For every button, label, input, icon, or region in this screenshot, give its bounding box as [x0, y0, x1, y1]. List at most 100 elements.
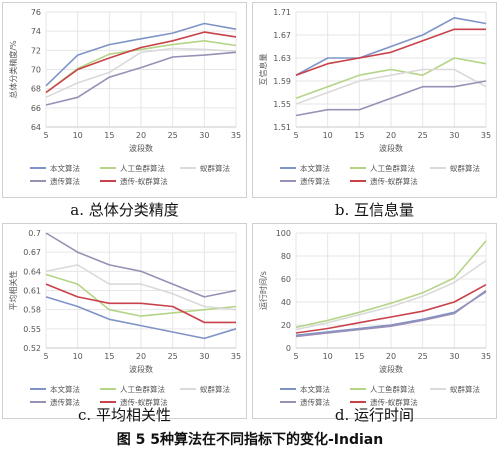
x-tick-label: 15: [104, 352, 114, 361]
y-tick-label: 0.61: [23, 287, 41, 296]
y-tick-label: 74: [31, 27, 41, 36]
y-tick-label: 0.58: [23, 306, 41, 315]
y-tick-label: 1.71: [273, 8, 291, 17]
series-line: [295, 17, 487, 76]
chart-svg: 64 66 68 70 72 74 76 5 10 15 20 25 30 35 总体分类精度/% 波段数本文…: [2, 2, 247, 198]
legend-label: 蚁群算法: [200, 163, 230, 173]
y-tick-label: 0: [286, 344, 291, 353]
chart-panel-a: 64 66 68 70 72 74 76 5 10 15 20 25 30 35 总体分类精度/% 波段数 本文…: [2, 2, 247, 198]
series-line: [295, 68, 487, 105]
y-axis-label: 互信息量: [258, 54, 268, 86]
series-line: [45, 296, 237, 340]
y-tick-label: 0.55: [23, 325, 41, 334]
chart-frame: [2, 2, 247, 198]
series-line: [45, 264, 237, 311]
x-tick-label: 10: [323, 131, 333, 140]
y-tick-label: 1.59: [273, 77, 291, 86]
chart-panel-c: 0.52 0.55 0.58 0.61 0.64 0.67 0.7 5 10 15 20 25 30 35…: [2, 223, 247, 419]
legend-label: 遗传算法: [50, 176, 80, 186]
series-line: [45, 31, 237, 94]
caption-d: d. 运行时间: [334, 406, 415, 424]
legend-label: 人工鱼群算法: [370, 163, 415, 173]
y-tick-label: 100: [276, 229, 291, 238]
y-tick-label: 60: [281, 275, 291, 284]
series-line: [295, 28, 486, 76]
y-tick-label: 1.63: [273, 54, 291, 63]
x-tick-label: 15: [104, 131, 114, 140]
y-axis-label: 运行时间/s: [258, 271, 268, 310]
series-line: [45, 22, 237, 87]
y-tick-label: 1.67: [273, 31, 291, 40]
x-tick-label: 5: [293, 352, 298, 361]
series-line: [295, 80, 487, 117]
x-tick-label: 10: [323, 352, 333, 361]
y-axis-label: 总体分类精度/%: [8, 40, 18, 99]
y-tick-label: 40: [281, 298, 291, 307]
legend-label: 蚁群算法: [450, 163, 480, 173]
series-line: [45, 39, 237, 94]
legend-label: 本文算法: [50, 163, 80, 173]
x-tick-label: 10: [73, 131, 83, 140]
x-tick-label: 30: [199, 352, 209, 361]
legend-label: 遗传-蚁群算法: [120, 397, 168, 407]
x-tick-label: 30: [449, 131, 459, 140]
y-tick-label: 0.64: [23, 267, 41, 276]
x-axis-label: 波段数: [129, 364, 153, 374]
x-tick-label: 5: [43, 131, 48, 140]
series-line: [45, 283, 236, 324]
y-tick-label: 0.7: [28, 229, 41, 238]
series-line: [45, 47, 237, 99]
x-tick-label: 5: [43, 352, 48, 361]
x-tick-label: 25: [418, 131, 428, 140]
y-tick-label: 80: [281, 252, 291, 261]
legend-label: 遗传算法: [50, 397, 80, 407]
x-tick-label: 25: [418, 352, 428, 361]
x-axis-label: 波段数: [129, 143, 153, 153]
series-line: [295, 259, 487, 331]
x-tick-label: 25: [168, 131, 178, 140]
legend-label: 蚁群算法: [450, 384, 480, 394]
y-axis-label: 平均相关性: [8, 271, 18, 311]
x-axis-label: 波段数: [379, 364, 403, 374]
x-tick-label: 35: [231, 352, 241, 361]
legend-label: 人工鱼群算法: [120, 163, 165, 173]
series-line: [45, 51, 237, 106]
y-tick-label: 20: [281, 321, 291, 330]
legend-label: 本文算法: [300, 384, 330, 394]
y-tick-label: 76: [31, 8, 41, 17]
chart-svg: 0.52 0.55 0.58 0.61 0.64 0.67 0.7 5 10 15 20 25 30 35…: [2, 223, 247, 419]
y-tick-label: 68: [31, 85, 41, 94]
figure-title: 图 5 5种算法在不同指标下的变化-Indian: [116, 432, 384, 448]
chart-frame: [2, 223, 247, 419]
legend-label: 遗传-蚁群算法: [370, 397, 418, 407]
x-tick-label: 30: [449, 352, 459, 361]
series-line: [45, 273, 237, 317]
y-tick-label: 1.51: [273, 123, 291, 132]
legend-label: 本文算法: [300, 163, 330, 173]
x-tick-label: 35: [231, 131, 241, 140]
legend-label: 本文算法: [50, 384, 80, 394]
legend-label: 遗传-蚁群算法: [120, 176, 168, 186]
y-tick-label: 0.67: [23, 248, 41, 257]
legend-label: 人工鱼群算法: [370, 384, 415, 394]
x-tick-label: 35: [481, 131, 491, 140]
legend-label: 人工鱼群算法: [120, 384, 165, 394]
y-tick-label: 0.52: [23, 344, 41, 353]
y-tick-label: 70: [31, 66, 41, 75]
y-tick-label: 66: [31, 104, 41, 113]
y-tick-label: 64: [31, 123, 41, 132]
series-line: [45, 232, 237, 298]
chart-panel-b: 1.51 1.55 1.59 1.63 1.67 1.71 5 10 15 20 25 30 35 互信息…: [252, 2, 497, 198]
chart-svg: 1.51 1.55 1.59 1.63 1.67 1.71 5 10 15 20 25 30 35 互信息…: [252, 2, 497, 198]
series-line: [295, 240, 487, 329]
caption-b: b. 互信息量: [334, 201, 415, 219]
x-axis-label: 波段数: [379, 143, 403, 153]
series-line: [295, 57, 487, 99]
legend-label: 遗传-蚁群算法: [370, 176, 418, 186]
y-tick-label: 72: [31, 46, 41, 55]
x-tick-label: 15: [354, 131, 364, 140]
x-tick-label: 35: [481, 352, 491, 361]
x-tick-label: 5: [293, 131, 298, 140]
series-line: [295, 291, 487, 337]
y-tick-label: 1.55: [273, 100, 291, 109]
